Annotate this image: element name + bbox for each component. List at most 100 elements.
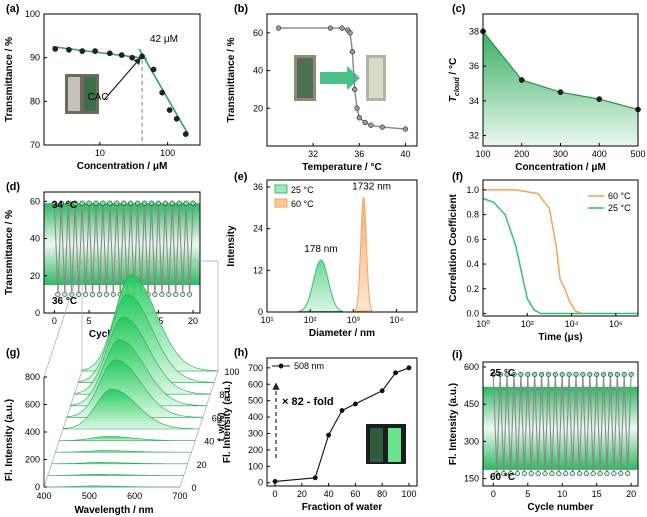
data-point [275, 25, 282, 31]
data-point [347, 30, 353, 36]
plot-frame [266, 357, 418, 487]
y-tick-label: 12 [253, 265, 263, 275]
y-tick-label: 90 [30, 53, 40, 63]
x-tick-label: 40 [324, 489, 334, 499]
data-point [65, 200, 71, 206]
data-point [79, 200, 85, 206]
data-point [118, 52, 125, 58]
x-tick-label: 100 [401, 489, 416, 499]
data-point [93, 200, 99, 206]
panel-label: (a) [6, 3, 20, 15]
plot-frame [43, 13, 201, 146]
x-tick-label: 600 [127, 491, 142, 501]
data-point [326, 432, 332, 438]
emission-spectrum [59, 436, 196, 441]
emission-spectrum [47, 474, 184, 476]
data-point [312, 475, 318, 481]
y-axis-label: Transmittance / % [226, 37, 237, 122]
y-tick-label: 34 [469, 96, 479, 106]
y-tick-label: 0 [35, 308, 40, 318]
x-tick-label: 10⁴ [565, 319, 579, 329]
cac-arrow [103, 57, 142, 101]
data-point [379, 388, 385, 394]
data-point [159, 291, 165, 297]
y-tick-label: 150 [464, 474, 479, 484]
data-point [278, 363, 284, 369]
data-point [339, 408, 345, 413]
data-point [96, 291, 103, 297]
data-point [354, 105, 360, 111]
x-tick-label: 400 [592, 149, 607, 159]
z-axis-label: f_w(%) [216, 412, 226, 441]
panel-b: 32 36 40 20 40 60 Temperature / °C Transmittanc… [226, 3, 418, 173]
x-tick-label: 0 [273, 489, 278, 499]
y-tick-label: 600 [248, 379, 263, 389]
x-tick-label: 500 [630, 149, 645, 159]
data-point [545, 371, 551, 377]
data-point [103, 291, 109, 297]
panel-g: 400 500 600 7000200400600800020406080100Wav… [4, 260, 240, 516]
y-tick-label: 400 [248, 412, 263, 422]
y-tick-label: 400 [25, 427, 40, 437]
data-point [79, 48, 86, 54]
data-point [566, 371, 572, 377]
data-point [497, 371, 503, 377]
data-point [379, 124, 386, 130]
y-tick-label: 0.6 [466, 234, 479, 244]
data-point [597, 471, 603, 477]
y-tick-label: 20 [253, 103, 263, 113]
x-axis-label: Fraction of water [302, 502, 383, 513]
emission-spectrum [44, 485, 180, 488]
data-point [628, 371, 634, 377]
emission-spectrum [51, 462, 188, 465]
y-tick-label: 200 [248, 445, 263, 455]
x-tick-label: 20 [188, 316, 198, 326]
peak-label: 1732 nm [352, 181, 391, 192]
y-tick-label: 800 [25, 372, 40, 382]
vial-after [369, 58, 383, 98]
legend-swatch [274, 184, 288, 194]
data-point [173, 115, 180, 122]
y-axis-label: Transmittance / % [4, 37, 15, 122]
back-wall [81, 260, 219, 371]
data-point [169, 200, 175, 206]
data-point [182, 131, 189, 137]
panel-label: (e) [234, 171, 248, 183]
data-point [518, 371, 524, 377]
z-tick-label: 100 [224, 367, 239, 377]
data-point [128, 200, 134, 206]
data-point [501, 471, 507, 477]
data-point [406, 365, 412, 371]
legend-entry: 508 nm [294, 361, 324, 371]
correlation-curve [482, 197, 638, 315]
x-tick-label: 500 [82, 491, 97, 501]
panel-e: 178 nm 1732 nm 25 °C 60 °C 10¹ 10² 10³ 10⁴ 0 12 24… [226, 171, 418, 339]
data-point [402, 126, 409, 132]
data-point [570, 471, 576, 477]
z-tick-label: 40 [204, 437, 214, 447]
data-point [601, 371, 607, 377]
data-point [362, 119, 368, 126]
correlation-curve [483, 189, 583, 315]
data-point [583, 471, 589, 477]
data-point [525, 371, 531, 377]
y-tick-label: 300 [248, 428, 263, 438]
panel-label: (c) [452, 3, 466, 15]
legend-entry: 60 °C [608, 191, 631, 201]
data-point [187, 291, 193, 297]
panel-d: 051015200204060Cycle numberTransmittance… [4, 181, 201, 340]
y-axis-label-symbol: T [448, 95, 459, 102]
x-tick-label: 36 [354, 149, 364, 159]
data-point [62, 291, 68, 297]
x-tick-label: 300 [553, 149, 568, 159]
panel-label: (b) [234, 3, 248, 15]
x-axis-label: Cycle number [527, 502, 593, 513]
data-point [594, 371, 600, 377]
x-tick-label: 10 [557, 489, 567, 499]
data-point [51, 200, 57, 206]
x-tick-label: 40 [400, 149, 410, 159]
panel-c: 100 200 300 400 500 32 34 36 38 Concentration / μ… [448, 3, 646, 173]
data-point [121, 200, 127, 206]
data-point [504, 371, 510, 377]
